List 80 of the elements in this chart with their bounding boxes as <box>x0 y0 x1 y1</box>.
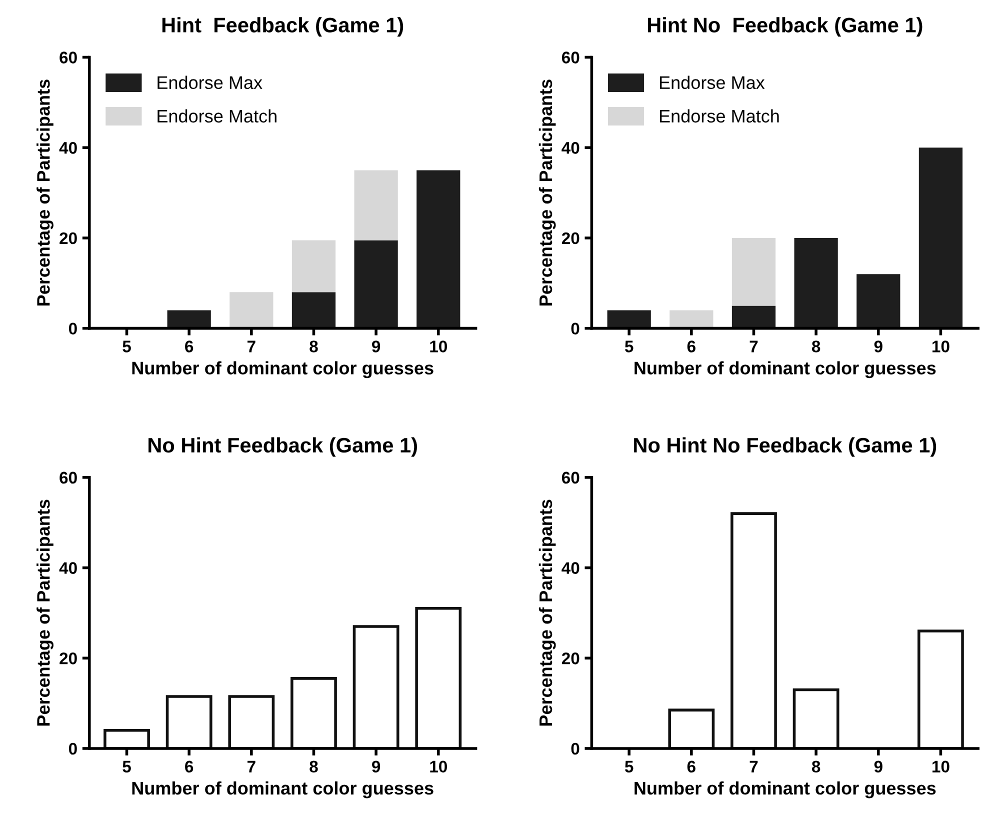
bar <box>670 310 714 328</box>
chart-title: No Hint No Feedback (Game 1) <box>634 437 936 457</box>
legend-label: Endorse Match <box>660 109 779 123</box>
y-tick-label: 0 <box>68 742 77 755</box>
x-axis-title: Number of dominant color guesses <box>634 781 936 798</box>
y-tick-label: 40 <box>59 562 77 574</box>
bar <box>228 695 275 748</box>
y-axis-title: Percentage of Participants <box>538 80 556 306</box>
x-tick-label: 6 <box>687 340 696 352</box>
y-tick-label: 60 <box>60 472 77 484</box>
y-tick-label: 20 <box>562 652 580 664</box>
chart-title: No Hint Feedback (Game 1) <box>148 437 417 457</box>
y-tick-label: 20 <box>60 652 77 664</box>
bar <box>290 677 337 748</box>
legend-label: Endorse Max <box>158 76 262 90</box>
y-tick-label: 40 <box>562 142 580 154</box>
bar <box>607 310 651 328</box>
legend-label: Endorse Max <box>660 76 765 90</box>
bar <box>167 310 211 328</box>
y-axis-title: Percentage of Participants <box>36 80 54 306</box>
x-tick-label: 9 <box>372 760 380 773</box>
bar <box>166 695 212 748</box>
x-axis-title: Number of dominant color guesses <box>634 361 936 378</box>
bar <box>918 630 964 748</box>
bar <box>732 306 776 328</box>
bar <box>730 512 777 748</box>
y-tick-label: 60 <box>562 52 580 64</box>
x-axis-title: Number of dominant color guesses <box>132 361 434 378</box>
x-tick-label: 8 <box>812 760 820 773</box>
bar <box>792 688 840 748</box>
x-tick-label: 5 <box>624 340 634 352</box>
x-tick-label: 10 <box>932 340 950 352</box>
x-tick-label: 8 <box>310 760 318 773</box>
x-tick-label: 5 <box>624 760 634 773</box>
bar <box>352 625 400 748</box>
bar <box>668 708 715 748</box>
bar <box>354 240 398 328</box>
bar <box>292 240 336 292</box>
x-axis-title: Number of dominant color guesses <box>132 781 434 798</box>
y-tick-label: 60 <box>60 52 77 64</box>
bar <box>354 170 398 240</box>
y-tick-label: 60 <box>562 472 580 484</box>
x-tick-label: 10 <box>430 760 447 773</box>
x-tick-label: 5 <box>122 340 131 352</box>
bar <box>856 274 900 328</box>
x-tick-label: 7 <box>247 340 256 352</box>
y-tick-label: 20 <box>562 232 580 244</box>
x-tick-label: 9 <box>874 760 882 773</box>
x-tick-label: 10 <box>932 760 950 773</box>
x-tick-label: 6 <box>185 760 194 773</box>
chart-title: Hint No Feedback (Game 1) <box>648 17 922 37</box>
y-tick-label: 40 <box>59 142 77 154</box>
bar <box>794 238 838 328</box>
x-tick-label: 6 <box>687 760 696 773</box>
x-tick-label: 8 <box>812 340 820 352</box>
chart-title: Hint Feedback (Game 1) <box>162 17 404 37</box>
x-tick-label: 7 <box>750 340 758 352</box>
y-axis-title: Percentage of Participants <box>36 500 54 726</box>
bar <box>732 238 776 306</box>
x-tick-label: 5 <box>122 760 131 773</box>
y-tick-label: 0 <box>571 742 580 755</box>
y-tick-label: 20 <box>60 232 77 244</box>
bar <box>415 607 462 748</box>
y-axis-title: Percentage of Participants <box>538 500 556 726</box>
x-tick-label: 10 <box>430 340 447 352</box>
bar <box>918 148 963 328</box>
bar <box>292 292 336 328</box>
y-tick-label: 0 <box>68 322 77 335</box>
x-tick-label: 6 <box>185 340 194 352</box>
x-tick-label: 9 <box>372 340 380 352</box>
y-tick-label: 40 <box>562 562 580 574</box>
legend-label: Endorse Match <box>158 109 276 123</box>
x-tick-label: 7 <box>750 760 758 772</box>
bar <box>104 729 150 748</box>
x-tick-label: 7 <box>247 760 256 772</box>
x-tick-label: 8 <box>310 340 318 352</box>
x-tick-label: 9 <box>874 340 882 352</box>
bar <box>416 170 460 328</box>
y-tick-label: 0 <box>571 322 580 335</box>
bar <box>230 292 274 328</box>
